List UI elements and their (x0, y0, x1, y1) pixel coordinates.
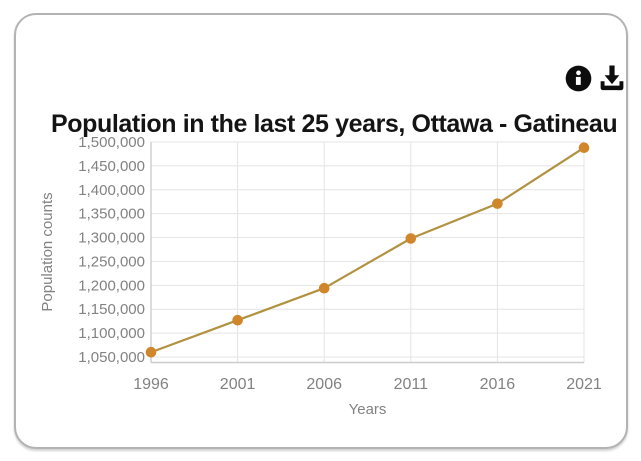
x-tick-label: 2006 (306, 376, 342, 393)
download-icon (600, 65, 624, 90)
y-tick-label: 1,100,000 (78, 325, 145, 342)
y-axis-title: Population counts (39, 192, 56, 311)
download-button[interactable] (598, 63, 626, 93)
y-tick-label: 1,500,000 (78, 134, 145, 151)
data-point[interactable] (405, 233, 417, 244)
toolbar (564, 63, 626, 93)
x-tick-label: 2021 (566, 376, 602, 393)
x-tick-label: 1996 (133, 376, 169, 393)
y-tick-label: 1,150,000 (78, 301, 145, 318)
x-tick-label: 2001 (220, 376, 256, 393)
population-line (150, 146, 585, 354)
y-tick-label: 1,300,000 (78, 230, 145, 247)
x-axis-title: Years (349, 401, 387, 418)
chart-card: Population in the last 25 years, Ottawa … (14, 13, 628, 449)
y-tick-label: 1,450,000 (78, 158, 145, 175)
data-point[interactable] (578, 142, 590, 154)
data-point[interactable] (232, 314, 243, 326)
data-point[interactable] (318, 282, 330, 294)
info-icon (565, 65, 591, 91)
info-button[interactable] (564, 63, 592, 93)
y-tick-label: 1,350,000 (78, 206, 145, 223)
x-tick-label: 2016 (480, 376, 516, 393)
data-point[interactable] (145, 346, 157, 358)
chart-title: Population in the last 25 years, Ottawa … (51, 110, 618, 138)
x-tick-label: 2011 (394, 376, 429, 393)
y-tick-label: 1,400,000 (78, 182, 145, 199)
y-tick-label: 1,050,000 (78, 349, 145, 366)
y-tick-label: 1,200,000 (78, 277, 145, 294)
y-tick-label: 1,250,000 (78, 253, 145, 270)
data-point[interactable] (492, 198, 503, 209)
